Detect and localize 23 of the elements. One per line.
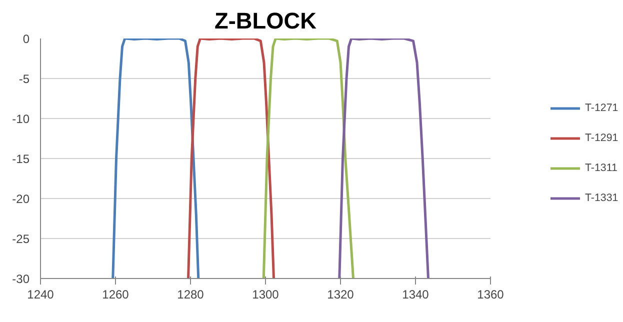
line-series [112,38,200,278]
legend-label: T-1331 [585,192,618,204]
x-tick-label: 1320 [327,288,354,302]
y-tick-label: 0 [22,32,30,46]
y-tick-label: -30 [12,272,30,286]
x-tick-label: 1300 [252,288,280,302]
y-tick-label: -5 [18,72,30,86]
x-tick-label: 1360 [477,288,504,302]
x-tick-label: 1260 [102,288,130,302]
y-tick-label: -15 [12,152,30,166]
legend-label: T-1271 [585,102,618,114]
x-tick-label: 1240 [27,288,54,302]
line-series [338,38,430,278]
y-tick-label: -20 [12,192,30,206]
y-tick-label: -25 [12,232,30,246]
chart-title: Z-BLOCK [214,8,318,34]
x-tick-label: 1340 [402,288,430,302]
legend-label: T-1311 [585,162,618,174]
line-series [187,38,275,278]
legend-label: T-1291 [585,132,618,144]
line-series [262,38,354,278]
x-tick-label: 1280 [177,288,204,302]
y-tick-label: -10 [12,112,30,126]
